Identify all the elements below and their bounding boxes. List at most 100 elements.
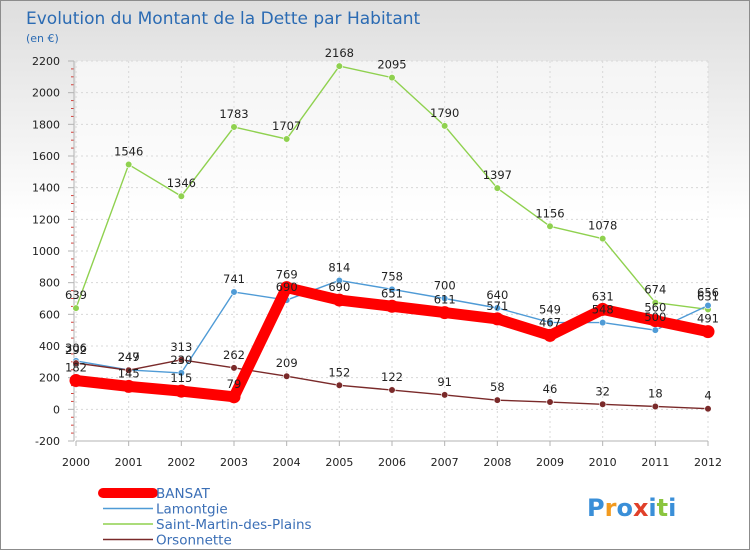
data-point	[599, 400, 607, 408]
data-point	[227, 390, 241, 404]
data-point	[385, 299, 399, 313]
data-point	[441, 294, 449, 303]
data-label: 640	[486, 288, 508, 302]
data-label: 115	[170, 371, 192, 385]
data-point	[72, 304, 80, 312]
y-tick-label: 1800	[32, 118, 60, 131]
data-point	[69, 374, 83, 388]
data-point	[388, 285, 396, 293]
legend-label: Saint-Martin-des-Plains	[156, 517, 312, 533]
data-label: 631	[592, 289, 614, 303]
legend-label: Orsonnette	[156, 533, 232, 549]
data-point	[174, 384, 188, 398]
data-label: 247	[118, 350, 140, 364]
x-tick-label: 2009	[536, 456, 564, 469]
data-point	[283, 372, 291, 380]
x-tick-label: 2000	[62, 456, 90, 469]
data-point	[441, 122, 449, 130]
x-tick-label: 2001	[115, 456, 143, 469]
data-label: 700	[434, 279, 456, 293]
legend: BANSATLamontgieSaint-Martin-des-PlainsOr…	[98, 486, 312, 549]
data-label: 1397	[483, 168, 512, 182]
data-label: 1790	[430, 106, 459, 120]
data-label: 548	[592, 303, 614, 317]
data-label: 639	[65, 288, 87, 302]
data-point	[125, 366, 133, 374]
data-point	[493, 304, 501, 312]
data-label: 467	[539, 315, 561, 329]
x-tick-label: 2006	[378, 456, 406, 469]
logo-letter: i	[668, 494, 676, 522]
data-point	[546, 222, 554, 230]
data-label: 152	[328, 365, 350, 379]
data-label: 500	[644, 310, 666, 324]
data-point	[704, 405, 712, 413]
data-point	[648, 314, 662, 328]
data-label: 674	[644, 283, 666, 297]
data-point	[335, 276, 343, 285]
data-label: 814	[328, 260, 350, 274]
data-label: 2095	[377, 58, 406, 72]
y-tick-label: 0	[53, 403, 60, 416]
data-label: 1156	[535, 206, 564, 220]
data-point	[335, 62, 343, 70]
chart-subtitle: (en €)	[26, 32, 59, 45]
y-tick-label: 1400	[32, 182, 60, 195]
data-point	[441, 391, 449, 399]
data-labels: 639 1546 1346 1783 1707 2168 2095 1790 1397 1156 1…	[65, 46, 719, 403]
data-point	[280, 281, 294, 295]
data-label: 122	[381, 370, 403, 384]
data-label: 1078	[588, 219, 617, 233]
proxiti-logo: Proxiti	[587, 494, 676, 522]
data-label: 91	[437, 375, 452, 389]
data-label: 491	[697, 312, 719, 326]
x-tick-label: 2007	[431, 456, 459, 469]
data-point	[599, 235, 607, 243]
data-point	[230, 288, 238, 296]
data-label: 18	[648, 386, 663, 400]
y-tick-label: 1600	[32, 150, 60, 163]
data-point	[125, 160, 133, 169]
logo-letter: x	[633, 494, 649, 522]
logo-letter: i	[648, 494, 656, 522]
grid	[75, 60, 709, 442]
chart-title: Evolution du Montant de la Dette par Hab…	[26, 9, 421, 29]
data-point	[651, 299, 659, 307]
data-label: 4	[704, 389, 711, 403]
data-label: 1346	[167, 176, 196, 190]
data-point	[230, 364, 238, 372]
y-tick-label: 2000	[32, 87, 60, 100]
data-point	[72, 359, 80, 367]
data-point	[651, 326, 659, 334]
data-label: 306	[65, 341, 87, 355]
data-label: 1546	[114, 145, 143, 159]
data-point	[335, 381, 343, 389]
data-label: 769	[276, 268, 298, 282]
data-point	[177, 356, 185, 364]
x-tick-label: 2003	[220, 456, 248, 469]
data-label: 1707	[272, 119, 301, 133]
data-label: 46	[543, 382, 558, 396]
legend-label: Lamontgie	[156, 502, 228, 518]
data-label: 571	[486, 299, 508, 313]
data-point	[651, 402, 659, 411]
series-lines	[69, 62, 715, 413]
data-point	[701, 325, 715, 339]
data-label: 1783	[219, 107, 248, 121]
x-tick-label: 2010	[589, 456, 617, 469]
data-point	[493, 396, 501, 404]
data-label: 182	[65, 361, 87, 375]
logo-letter: o	[616, 494, 633, 522]
data-label: 651	[381, 286, 403, 300]
data-point	[599, 318, 607, 327]
data-label: 2168	[325, 46, 354, 60]
y-tick-label: 600	[39, 308, 60, 321]
data-point	[704, 301, 712, 310]
y-tick-label: 1000	[32, 245, 60, 258]
data-label: 145	[118, 366, 140, 380]
legend-label: BANSAT	[156, 486, 211, 502]
axes: -200 0 200 400 600 800 1000 1200 1400 1600 1800 200…	[32, 55, 722, 469]
y-tick-label: 800	[39, 277, 60, 290]
data-point	[596, 302, 610, 316]
x-tick-label: 2005	[325, 456, 353, 469]
